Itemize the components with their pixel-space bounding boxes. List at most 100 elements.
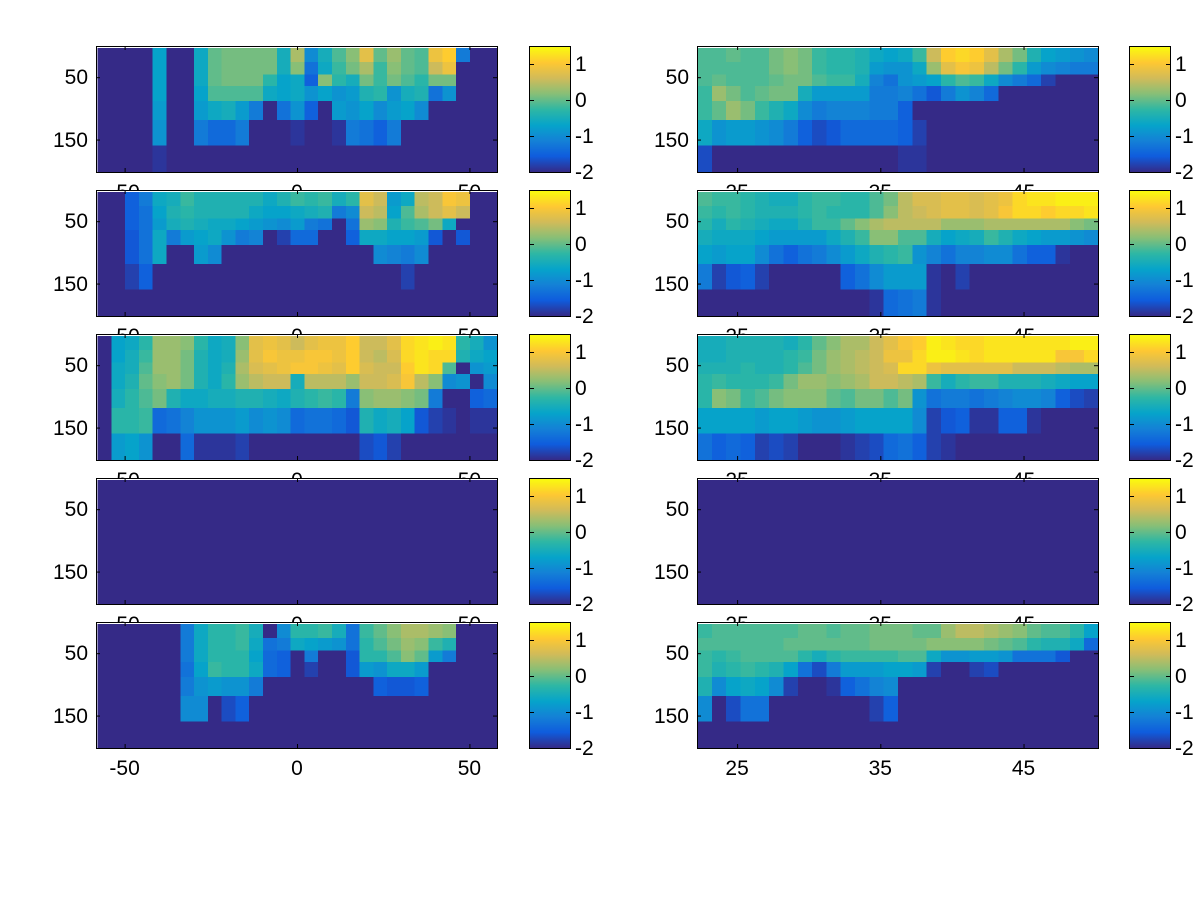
heatmap-cells — [97, 48, 498, 173]
heatmap-cell — [263, 48, 278, 63]
heatmap-cell — [180, 532, 195, 553]
heatmap-cell — [166, 289, 181, 317]
heatmap-cell — [783, 661, 799, 678]
heatmap-cell — [290, 676, 306, 697]
heatmap-cell — [318, 62, 333, 76]
heatmap-cell — [740, 74, 756, 87]
heatmap-cell — [373, 74, 388, 87]
heatmap-cell — [469, 62, 485, 76]
heatmap-cell — [263, 336, 278, 351]
heatmap-cell — [1084, 494, 1099, 508]
heatmap-cell — [769, 388, 785, 409]
heatmap-cell — [797, 408, 813, 435]
heatmap-cell — [442, 433, 457, 461]
heatmap-cell — [125, 192, 140, 207]
x-tick-label: -50 — [109, 757, 140, 780]
x-tick-label: 25 — [725, 757, 749, 780]
heatmap-cell — [883, 218, 899, 231]
heatmap-cell — [940, 218, 956, 231]
heatmap-cell — [812, 650, 827, 663]
heatmap-cell — [483, 577, 498, 605]
heatmap-cell — [769, 506, 785, 519]
heatmap-cell — [166, 362, 181, 375]
heatmap-cell — [1069, 264, 1085, 291]
heatmap-cell — [138, 506, 154, 519]
heatmap-cell — [1055, 408, 1071, 435]
heatmap-cell — [754, 48, 770, 63]
heatmap-cell — [783, 336, 799, 351]
heatmap-cell — [221, 721, 237, 749]
heatmap-cell — [697, 229, 713, 246]
heatmap-cell — [769, 532, 785, 553]
heatmap-cell — [869, 218, 885, 231]
heatmap-cell — [1041, 577, 1057, 605]
heatmap-cell — [1012, 408, 1028, 435]
heatmap-cell — [869, 145, 885, 173]
heatmap-cell — [983, 264, 999, 291]
heatmap-cell — [812, 494, 827, 508]
heatmap-cell — [926, 244, 942, 265]
heatmap-cell — [125, 100, 140, 121]
heatmap-cell — [940, 100, 956, 121]
heatmap-cell — [726, 74, 742, 87]
heatmap-cell — [428, 48, 443, 63]
heatmap-cell — [180, 85, 195, 102]
colorbar-tick-label: -1 — [1175, 413, 1194, 436]
heatmap-cell — [276, 229, 292, 246]
heatmap-cell — [97, 62, 112, 76]
heatmap-cell — [912, 650, 928, 663]
heatmap-cell — [166, 85, 181, 102]
heatmap-cell — [898, 494, 913, 508]
heatmap-cell — [711, 650, 727, 663]
heatmap-cell — [855, 577, 870, 605]
heatmap-cell — [414, 350, 430, 364]
heatmap-cell — [235, 517, 250, 534]
heatmap-cell — [812, 289, 827, 317]
heatmap-cell — [783, 206, 799, 220]
heatmap-cell — [883, 676, 899, 697]
heatmap-cell — [235, 48, 250, 63]
heatmap-cell — [883, 62, 899, 76]
heatmap-cell — [442, 661, 457, 678]
heatmap-cell — [840, 517, 856, 534]
heatmap-cell — [1055, 120, 1071, 147]
heatmap-cell — [442, 206, 457, 220]
heatmap-cell — [345, 517, 361, 534]
right-panel-4 — [697, 478, 1099, 605]
heatmap-cell — [740, 350, 756, 364]
heatmap-cell — [812, 85, 827, 102]
heatmap-cell — [249, 48, 264, 63]
heatmap-cell — [207, 532, 223, 553]
heatmap-cell — [276, 506, 292, 519]
heatmap-cell — [754, 350, 770, 364]
heatmap-cell — [955, 408, 971, 435]
heatmap-cell — [797, 494, 813, 508]
heatmap-cell — [345, 494, 361, 508]
heatmap-cell — [318, 696, 333, 723]
heatmap-cell — [221, 676, 237, 697]
heatmap-cell — [249, 494, 264, 508]
heatmap-cell — [207, 650, 223, 663]
heatmap-cell — [812, 480, 827, 495]
heatmap-cell — [711, 433, 727, 461]
heatmap-cell — [754, 85, 770, 102]
heatmap-cell — [318, 362, 333, 375]
heatmap-cell — [152, 229, 168, 246]
heatmap-cell — [263, 721, 278, 749]
heatmap-cell — [359, 577, 374, 605]
heatmap-cell — [304, 506, 319, 519]
heatmap-cell — [207, 661, 223, 678]
heatmap-cell — [469, 661, 485, 678]
heatmap-cell — [469, 577, 485, 605]
heatmap-cell — [276, 676, 292, 697]
heatmap-cell — [697, 696, 713, 723]
heatmap-cell — [166, 661, 181, 678]
heatmap-cell — [469, 289, 485, 317]
heatmap-cell — [769, 480, 785, 495]
heatmap-cell — [428, 336, 443, 351]
heatmap-cell — [249, 244, 264, 265]
heatmap-cell — [740, 218, 756, 231]
heatmap-cell — [359, 661, 374, 678]
heatmap-cell — [769, 494, 785, 508]
heatmap-cell — [387, 638, 402, 652]
